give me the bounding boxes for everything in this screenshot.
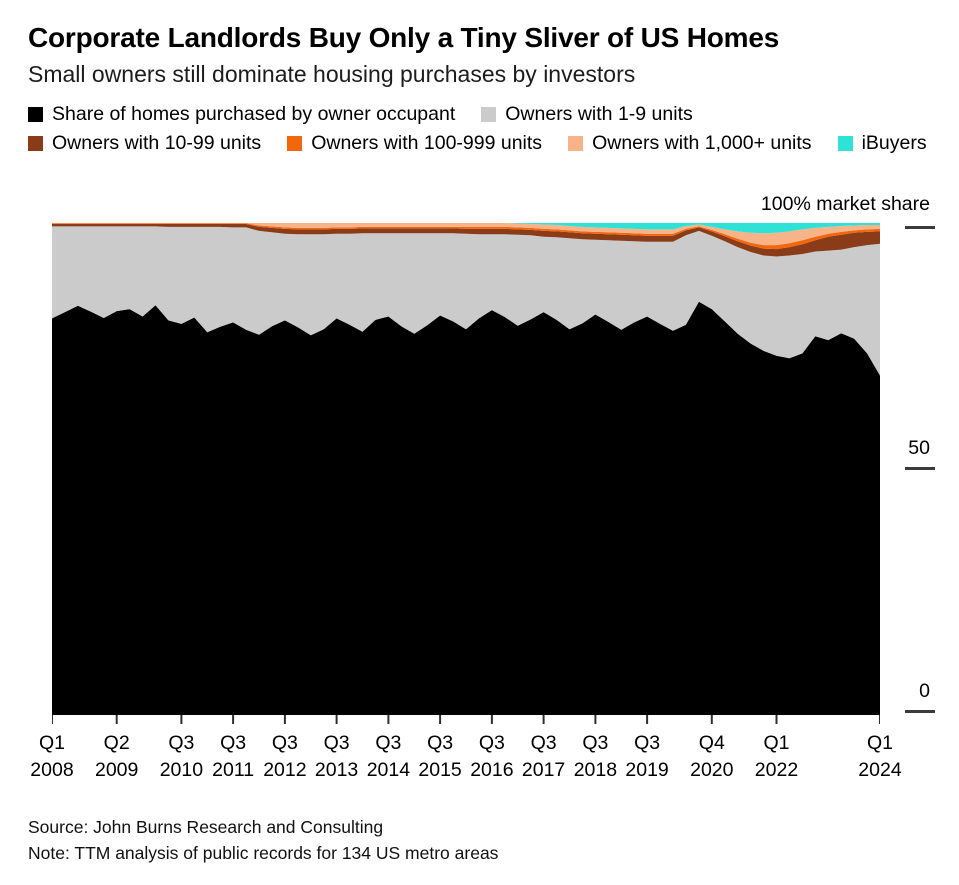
- legend-item: Owners with 1-9 units: [481, 103, 693, 126]
- legend-label: iBuyers: [861, 132, 927, 154]
- y-axis-label-50: 50: [908, 437, 930, 459]
- legend-swatch-icon: [287, 136, 303, 151]
- area-owners-10-99: [52, 224, 880, 257]
- x-tick-label-2019: Q3 2019: [625, 732, 669, 781]
- legend-swatch-icon: [837, 136, 853, 151]
- x-tick-label-2009: Q2 2009: [94, 732, 139, 781]
- y-axis-label-0: 0: [919, 680, 930, 702]
- footer: Source: John Burns Research and Consulti…: [28, 814, 498, 866]
- x-tick-label-2014: Q3 2014: [366, 732, 411, 781]
- y-axis-label-100: 100% market share: [760, 193, 930, 215]
- legend-item: Owners with 1,000+ units: [568, 132, 812, 155]
- x-tick-label-2017: Q3 2017: [521, 732, 566, 781]
- x-tick-label-2008: Q1 2008: [30, 732, 74, 781]
- legend-label: Owners with 100-999 units: [311, 132, 543, 154]
- x-tick-label-2013: Q3 2013: [314, 732, 359, 781]
- y-tick-mark-100: [905, 226, 935, 229]
- legend-item: Share of homes purchased by owner occupa…: [28, 103, 455, 126]
- legend-item: Owners with 10-99 units: [28, 132, 261, 155]
- x-tick-label-2010: Q3 2010: [159, 732, 204, 781]
- area-owner-occupant: [52, 301, 880, 715]
- method-note: Note: TTM analysis of public records for…: [28, 843, 499, 863]
- x-tick-label-2022: Q1 2022: [754, 732, 799, 781]
- legend-label: Share of homes purchased by owner occupa…: [52, 103, 456, 125]
- legend-label: Owners with 1,000+ units: [592, 132, 812, 154]
- y-tick-mark-0: [905, 710, 935, 713]
- x-tick-label-2015: Q3 2015: [418, 732, 462, 781]
- x-axis-labels: Q1 2008 Q2 2009 Q3 2010 Q3 2011 Q3 2012 Q3 2013 Q3 20…: [30, 730, 901, 786]
- legend-item: iBuyers: [837, 132, 927, 155]
- x-tick-label-2016: Q3 2016: [470, 732, 514, 781]
- y-tick-mark-50: [905, 467, 935, 470]
- area-owners-1-9: [52, 226, 880, 376]
- area-owners-100-999: [52, 223, 880, 250]
- legend-swatch-icon: [28, 107, 43, 122]
- x-tick-label-2020: Q4 2020: [690, 732, 734, 781]
- source-note: Source: John Burns Research and Consulti…: [28, 817, 384, 837]
- area-ibuyers: [52, 223, 880, 234]
- legend-swatch-icon: [28, 136, 43, 151]
- x-tick-label-2024: Q1 2024: [858, 732, 902, 781]
- stacked-area-plot: [52, 223, 880, 724]
- x-tick-label-2011: Q3 2011: [212, 732, 255, 781]
- legend-swatch-icon: [481, 107, 497, 122]
- chart-subtitle: Small owners still dominate housing purc…: [28, 61, 636, 87]
- chart-title: Corporate Landlords Buy Only a Tiny Sliv…: [28, 22, 780, 53]
- legend-item: Owners with 100-999 units: [287, 132, 542, 155]
- legend-label: Owners with 1-9 units: [505, 103, 693, 125]
- legend-label: Owners with 10-99 units: [52, 132, 262, 154]
- x-tick-label-2018: Q3 2018: [573, 732, 618, 781]
- legend-swatch-icon: [568, 136, 584, 151]
- legend: Share of homes purchased by owner occupa…: [28, 103, 934, 155]
- x-tick-label-2012: Q3 2012: [263, 732, 307, 781]
